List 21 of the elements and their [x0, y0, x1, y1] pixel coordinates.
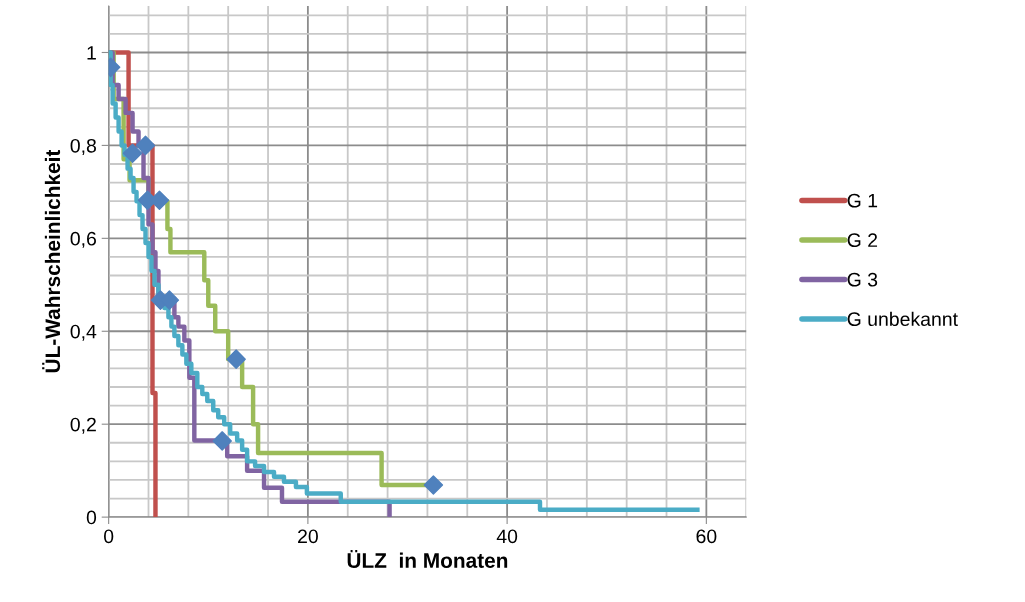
legend-label: G 2 — [847, 233, 878, 248]
x-tick-label: 20 — [298, 529, 318, 544]
legend-label: G unbekannt — [847, 311, 958, 327]
y-tick-label: 1 — [87, 46, 96, 60]
point — [423, 475, 444, 495]
legend-label: G 1 — [847, 193, 878, 208]
y-axis-title: ÜL-Wahrscheinlichkeit — [42, 149, 61, 373]
y-tick-label: 0,6 — [70, 231, 96, 248]
point — [135, 135, 156, 156]
x-tick-label: 60 — [696, 529, 717, 544]
point — [212, 431, 232, 451]
y-tick-label: 0,8 — [70, 138, 96, 155]
x-axis-title: ÜLZ in Monaten — [347, 549, 508, 568]
legend-label: G 3 — [847, 272, 878, 287]
x-tick-label: 40 — [496, 529, 518, 544]
y-tick-label: 0,2 — [70, 417, 96, 434]
y-tick-label: 0,4 — [70, 324, 97, 341]
point — [226, 349, 246, 369]
point — [122, 143, 143, 164]
y-tick-label: 0 — [86, 510, 97, 525]
x-tick-label: 0 — [104, 529, 114, 544]
